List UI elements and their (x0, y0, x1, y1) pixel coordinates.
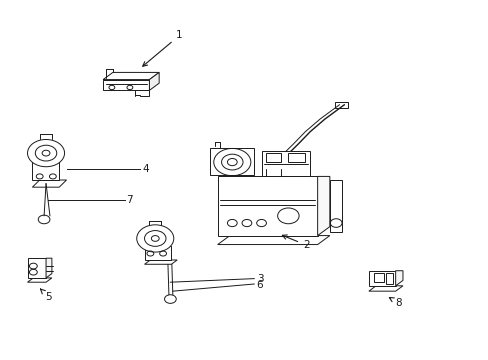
Polygon shape (32, 180, 66, 187)
Polygon shape (329, 180, 341, 232)
Circle shape (213, 148, 250, 176)
Text: 3: 3 (256, 274, 263, 284)
Polygon shape (46, 258, 52, 278)
Polygon shape (149, 72, 159, 90)
Bar (334, 102, 347, 108)
Bar (368, 271, 395, 286)
Polygon shape (217, 235, 329, 244)
Polygon shape (317, 176, 329, 235)
Bar (266, 153, 281, 162)
Text: 6: 6 (256, 280, 263, 290)
Bar (27, 258, 46, 278)
Circle shape (164, 295, 176, 303)
Polygon shape (144, 260, 177, 264)
Polygon shape (368, 286, 402, 291)
Polygon shape (135, 90, 149, 96)
Bar (217, 176, 317, 235)
Text: 5: 5 (41, 289, 52, 302)
Bar (385, 273, 392, 284)
Polygon shape (103, 80, 149, 90)
Text: 4: 4 (142, 164, 148, 174)
Bar (144, 246, 171, 260)
Text: 8: 8 (388, 297, 402, 308)
Text: 2: 2 (282, 235, 309, 250)
Bar (373, 273, 384, 282)
Circle shape (27, 139, 64, 167)
Text: 7: 7 (126, 195, 133, 205)
Bar (32, 151, 59, 180)
Text: 1: 1 (142, 30, 183, 66)
Circle shape (38, 215, 50, 224)
Bar (261, 151, 310, 176)
Polygon shape (27, 278, 52, 282)
Bar (288, 153, 305, 162)
Circle shape (137, 225, 173, 252)
Polygon shape (103, 72, 159, 80)
Polygon shape (395, 271, 402, 286)
